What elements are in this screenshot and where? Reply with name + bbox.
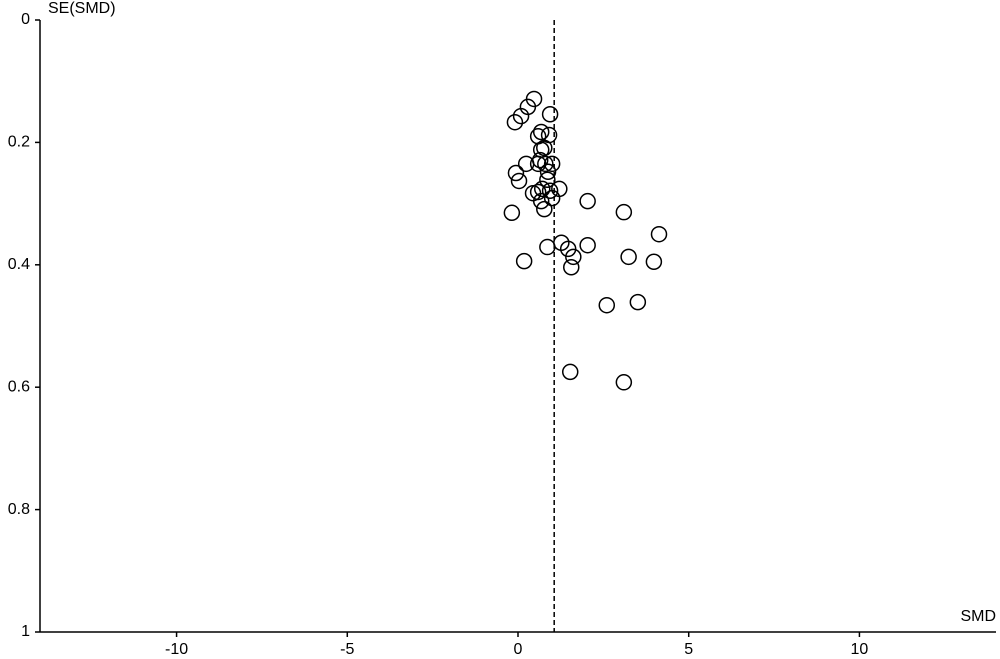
point: [506, 113, 524, 131]
point: [532, 192, 550, 210]
point: [565, 248, 582, 266]
point: [563, 258, 580, 276]
x-tick-label: -10: [165, 641, 188, 658]
point: [543, 155, 561, 173]
point: [561, 363, 579, 381]
point: [615, 374, 633, 391]
point: [650, 225, 668, 243]
x-axis-label: SMD: [960, 608, 996, 625]
x-tick-label: 0: [514, 641, 523, 658]
point: [517, 155, 535, 173]
point: [559, 240, 577, 258]
point: [615, 203, 633, 221]
y-tick-label: 0.6: [8, 378, 30, 395]
point: [536, 200, 553, 218]
point: [541, 182, 559, 199]
point: [579, 236, 596, 254]
y-tick-label: 0.2: [8, 134, 30, 151]
point: [541, 105, 559, 123]
y-tick-label: 0.8: [8, 501, 30, 518]
point: [533, 180, 551, 198]
y-tick-label: 0.4: [8, 256, 30, 273]
point: [529, 128, 547, 145]
point: [598, 296, 616, 314]
point: [532, 123, 550, 141]
point: [537, 155, 554, 173]
point: [543, 189, 561, 207]
point: [536, 139, 553, 157]
point: [507, 164, 525, 182]
point: [645, 253, 663, 270]
point: [629, 293, 647, 311]
x-tick-label: -5: [340, 641, 354, 658]
point: [539, 171, 556, 188]
x-tick-label: 10: [851, 641, 869, 658]
point: [510, 172, 528, 190]
point: [529, 155, 547, 173]
point: [503, 204, 521, 222]
point: [512, 107, 530, 125]
point: [539, 238, 556, 256]
point: [620, 248, 637, 266]
point: [579, 192, 596, 210]
y-tick-label: 0: [21, 11, 30, 28]
point: [539, 163, 557, 181]
point: [524, 184, 542, 202]
x-tick-label: 5: [684, 641, 693, 658]
point: [515, 252, 533, 270]
y-tick-label: 1: [21, 623, 30, 640]
y-axis-label: SE(SMD): [48, 0, 116, 17]
